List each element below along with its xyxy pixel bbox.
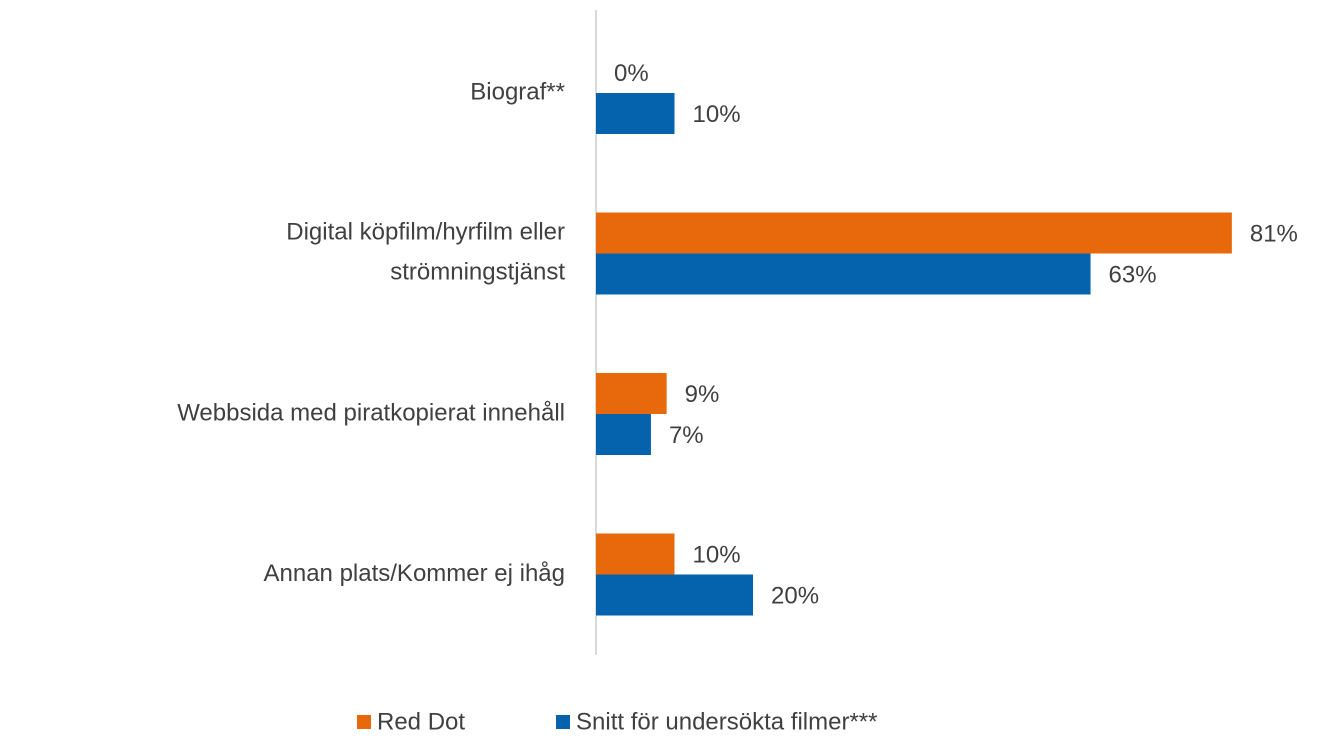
- data-label: 7%: [669, 422, 704, 449]
- data-label: 0%: [614, 60, 649, 87]
- bar: [596, 574, 753, 616]
- bar: [596, 373, 667, 414]
- bar: [596, 93, 675, 134]
- data-label: 63%: [1109, 261, 1157, 288]
- legend-label: Red Dot: [377, 708, 465, 735]
- bar: [596, 212, 1232, 254]
- category-label: Biograf**: [470, 78, 565, 105]
- data-label: 20%: [771, 582, 819, 609]
- bar: [596, 533, 675, 575]
- category-label: Annan plats/Kommer ej ihåg: [264, 560, 566, 587]
- data-label: 10%: [693, 101, 741, 128]
- legend-swatch: [357, 715, 371, 729]
- legend-label: Snitt för undersökta filmer***: [576, 708, 877, 735]
- data-label: 81%: [1250, 220, 1298, 247]
- category-label: Webbsida med piratkopierat innehåll: [177, 399, 565, 426]
- data-label: 10%: [693, 541, 741, 568]
- data-label: 9%: [685, 381, 720, 408]
- category-label: Digital köpfilm/hyrfilm eller strömningst…: [286, 219, 565, 286]
- legend-swatch: [556, 715, 570, 729]
- bar: [596, 253, 1091, 295]
- bar: [596, 414, 651, 455]
